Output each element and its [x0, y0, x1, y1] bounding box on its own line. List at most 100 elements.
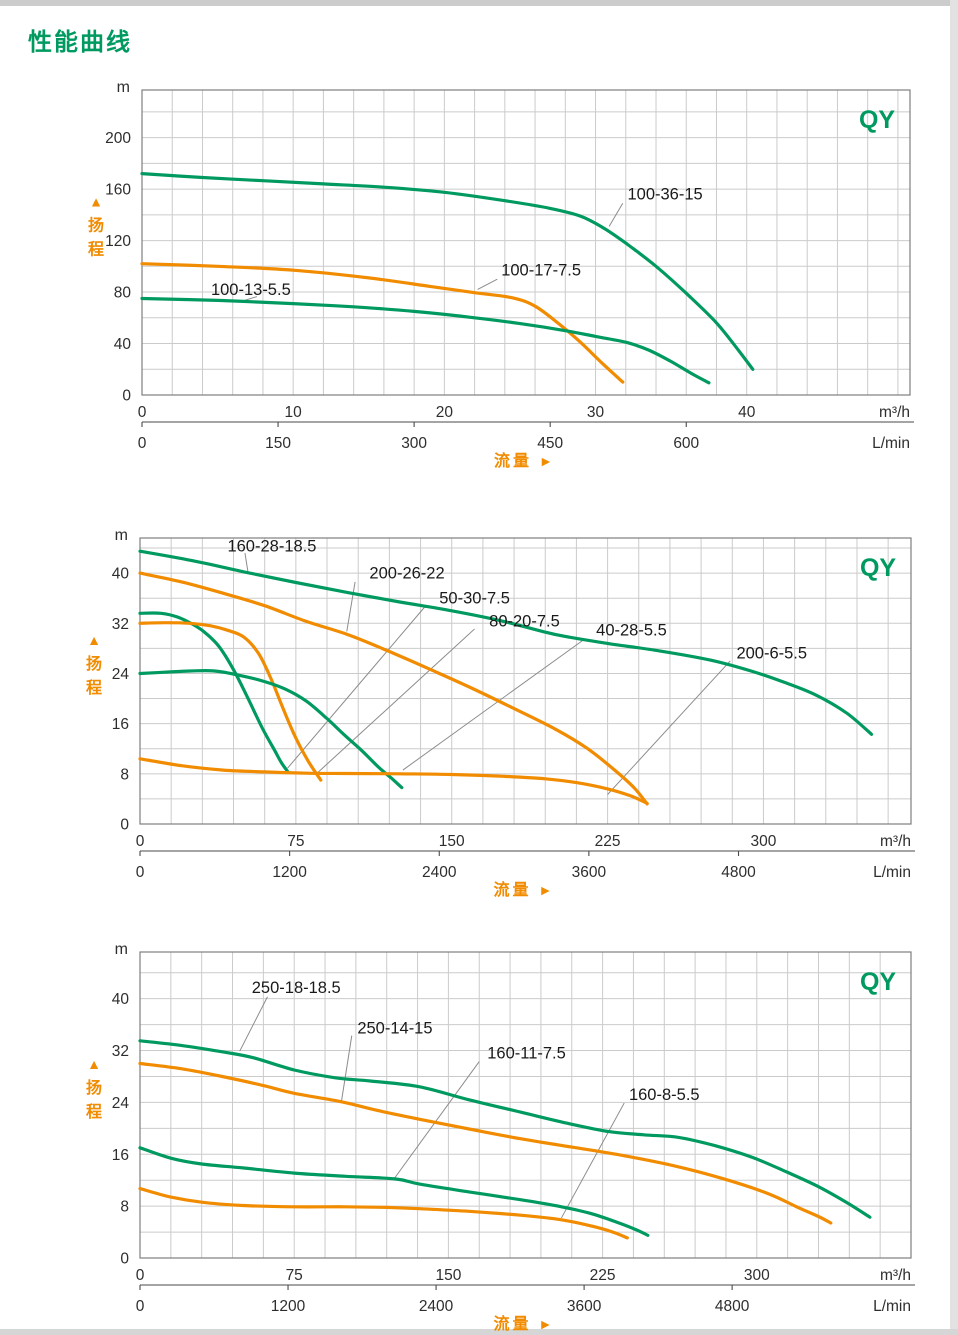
curve-160-8-5.5 [138, 1187, 629, 1240]
x-tick-label: 225 [595, 833, 621, 850]
y-tick-label: 0 [120, 1251, 129, 1268]
y-tick-label: 8 [120, 766, 129, 783]
performance-chart-3: 250-18-18.5 250-14-15 160-11-7.5 160-8-5.5 Q… [86, 941, 915, 1333]
head-axis-label: 扬 [86, 654, 102, 673]
flow-axis-label: 流量 [493, 880, 531, 899]
curve-label-leader [316, 628, 475, 774]
y-axis-unit: m [115, 527, 128, 544]
y-tick-label: 160 [105, 182, 131, 199]
x-tick-label: 150 [435, 1267, 461, 1284]
y-tick-label: 40 [112, 566, 130, 583]
curve-100-13-5.5 [140, 296, 711, 385]
curve-100-36-15 [140, 172, 755, 371]
lmin-tick-label: 4800 [715, 1298, 750, 1315]
curve-80-20-7.5 [138, 621, 323, 782]
curve-160-28-18.5 [138, 549, 874, 736]
head-axis-label: 扬 [88, 216, 104, 235]
curve-label-leader [244, 552, 249, 572]
lmin-tick-label: 1200 [272, 864, 307, 881]
x-tick-label: 75 [287, 833, 304, 850]
y-axis-unit: m [115, 941, 128, 958]
lmin-tick-label: 0 [138, 435, 147, 452]
curve-label-160-28-18.5: 160-28-18.5 [227, 538, 316, 556]
curve-label-80-20-7.5: 80-20-7.5 [489, 612, 560, 630]
lmin-tick-label: 600 [673, 435, 699, 452]
curve-label-leader [239, 996, 268, 1052]
curve-label-50-30-7.5: 50-30-7.5 [439, 590, 510, 608]
curve-100-17-7.5 [140, 262, 625, 384]
curve-250-14-15 [138, 1061, 833, 1225]
x-axis-unit: m³/h [879, 404, 910, 421]
head-axis-label: 程 [86, 1103, 102, 1121]
curve-label-200-6-5.5: 200-6-5.5 [736, 644, 807, 662]
y-tick-label: 16 [112, 1147, 129, 1164]
x-tick-label: 300 [751, 833, 777, 850]
performance-chart-2: 160-28-18.5 200-26-22 50-30-7.5 80-20-7.5 40… [86, 527, 915, 899]
curve-label-160-8-5.5: 160-8-5.5 [629, 1086, 700, 1104]
head-axis-label: 程 [88, 241, 104, 259]
lmin-tick-label: 0 [136, 1298, 145, 1315]
x-axis-unit: m³/h [880, 1267, 911, 1284]
curve-200-26-22 [138, 571, 649, 806]
lmin-tick-label: 0 [136, 864, 145, 881]
head-axis-arrow-icon: ▲ [87, 632, 101, 648]
curve-label-200-26-22: 200-26-22 [369, 565, 444, 583]
plot-border [139, 537, 912, 825]
head-axis-label: 扬 [86, 1078, 102, 1097]
lmin-tick-label: 4800 [721, 864, 756, 881]
lmin-tick-label: 3600 [567, 1298, 602, 1315]
flow-arrow-icon: ► [539, 453, 553, 469]
y-tick-label: 8 [120, 1199, 129, 1216]
flow-arrow-icon: ► [539, 882, 553, 898]
curve-label-250-18-18.5: 250-18-18.5 [252, 979, 341, 997]
flow-arrow-icon: ► [539, 1316, 553, 1332]
x-tick-label: 300 [744, 1267, 770, 1284]
lmin-axis-unit: L/min [872, 435, 910, 452]
curve-label-160-11-7.5: 160-11-7.5 [487, 1045, 566, 1063]
x-tick-label: 150 [439, 833, 465, 850]
x-tick-label: 0 [136, 1267, 145, 1284]
series-badge: QY [859, 106, 895, 134]
curve-160-11-7.5 [138, 1146, 650, 1237]
series-badge: QY [860, 554, 896, 582]
y-tick-label: 80 [114, 285, 132, 302]
lmin-tick-label: 150 [265, 435, 291, 452]
y-tick-label: 200 [105, 130, 131, 147]
curve-label-250-14-15: 250-14-15 [357, 1019, 432, 1037]
curve-label-leader [402, 638, 586, 771]
lmin-tick-label: 300 [401, 435, 427, 452]
y-tick-label: 32 [112, 1043, 129, 1060]
plot-border [141, 89, 911, 396]
y-tick-label: 32 [112, 616, 129, 633]
x-tick-label: 0 [136, 833, 145, 850]
curve-label-leader [608, 202, 624, 227]
y-tick-label: 0 [120, 817, 129, 834]
page-title: 性能曲线 [28, 29, 132, 56]
lmin-tick-label: 450 [537, 435, 563, 452]
curve-label-leader [477, 278, 498, 290]
series-badge: QY [860, 968, 896, 996]
head-axis-arrow-icon: ▲ [89, 194, 103, 210]
head-axis-arrow-icon: ▲ [87, 1056, 101, 1072]
curve-label-40-28-5.5: 40-28-5.5 [596, 622, 667, 640]
curve-label-leader [346, 581, 356, 632]
y-axis-unit: m [117, 79, 130, 96]
y-tick-label: 40 [112, 991, 130, 1008]
lmin-axis-unit: L/min [873, 1298, 911, 1315]
flow-axis-label: 流量 [493, 1314, 531, 1333]
curve-label-leader [287, 606, 426, 769]
y-tick-label: 24 [112, 1095, 130, 1112]
x-tick-label: 20 [436, 404, 454, 421]
curve-label-leader [394, 1061, 480, 1178]
x-tick-label: 30 [587, 404, 605, 421]
x-tick-label: 40 [738, 404, 756, 421]
curve-label-leader [561, 1102, 625, 1219]
curve-label-leader [607, 660, 731, 795]
lmin-tick-label: 2400 [419, 1298, 454, 1315]
curve-label-100-13-5.5: 100-13-5.5 [211, 281, 291, 299]
lmin-tick-label: 2400 [422, 864, 457, 881]
x-axis-unit: m³/h [880, 833, 911, 850]
curve-200-6-5.5 [138, 757, 649, 805]
lmin-axis-unit: L/min [873, 864, 911, 881]
